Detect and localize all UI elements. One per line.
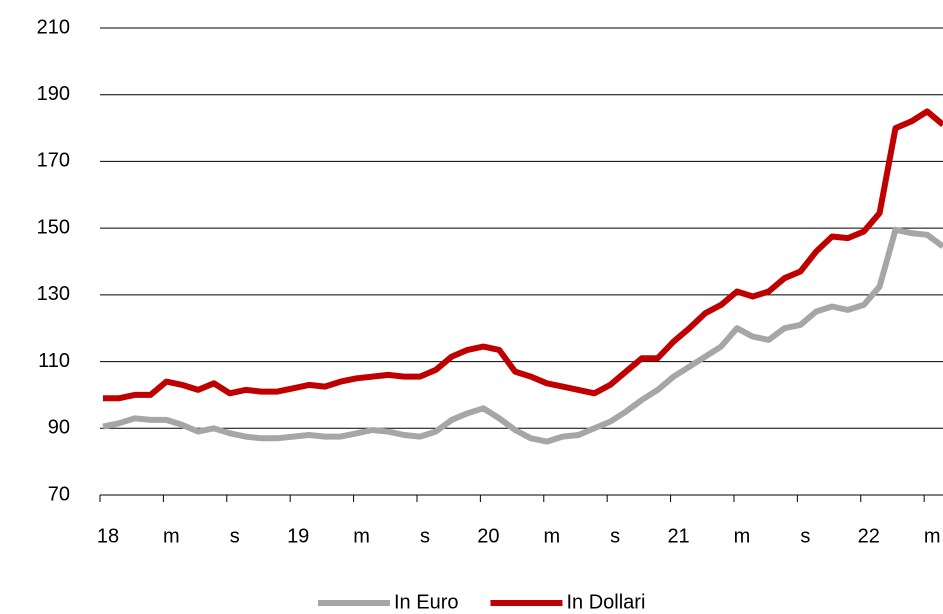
y-tick-label: 70 [48,483,70,505]
series-line [103,108,943,402]
y-tick-label: 190 [37,83,70,105]
y-tick-label: 130 [37,283,70,305]
x-tick-label: 18 [97,525,119,547]
x-tick-label: s [800,525,810,547]
y-tick-label: 110 [38,350,70,372]
x-tick-label: s [230,525,240,547]
x-tick-label: m [353,525,370,547]
y-tick-label: 170 [37,150,70,172]
x-tick-label: 21 [667,525,689,547]
y-tick-label: 150 [37,216,70,238]
x-tick-label: s [610,525,620,547]
x-tick-label: m [543,525,560,547]
x-tick-label: 22 [858,525,880,547]
x-tick-label: s [420,525,430,547]
x-tick-label: m [163,525,180,547]
x-tick-label: 19 [287,525,309,547]
x-tick-label: m [924,525,941,547]
x-tick-label: 20 [477,525,499,547]
legend-label: In Euro [394,591,458,613]
y-tick-label: 90 [48,417,70,439]
y-tick-label: 210 [37,16,70,38]
x-tick-label: m [734,525,751,547]
series-line [102,226,943,445]
legend-label: In Dollari [566,591,645,613]
